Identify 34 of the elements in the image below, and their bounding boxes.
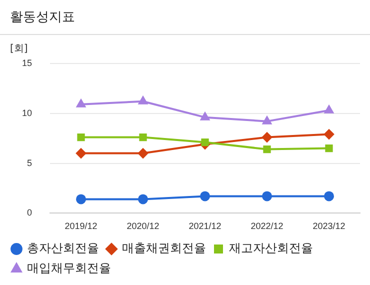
y-tick-label: 0 xyxy=(26,208,32,218)
y-tick-label: 5 xyxy=(26,158,32,168)
legend-label: 총자산회전율 xyxy=(27,241,99,256)
legend-label: 재고자산회전율 xyxy=(229,241,313,256)
point xyxy=(138,148,148,158)
point xyxy=(138,194,148,204)
point xyxy=(200,112,210,120)
point xyxy=(138,96,148,104)
point xyxy=(324,191,334,202)
point xyxy=(262,191,272,202)
point xyxy=(76,148,86,158)
y-tick-label: 15 xyxy=(22,58,32,68)
chart-title: 활동성지표 xyxy=(10,9,75,26)
point xyxy=(324,105,334,114)
legend-label: 매출채권회전율 xyxy=(122,241,206,256)
point xyxy=(324,129,334,140)
point xyxy=(77,133,85,142)
point xyxy=(325,144,333,152)
x-tick-label: 2019/12 xyxy=(64,221,98,232)
point xyxy=(139,133,147,142)
point xyxy=(76,194,86,204)
point xyxy=(263,145,271,154)
point xyxy=(201,138,209,146)
point xyxy=(262,132,272,142)
x-tick-label: 2021/12 xyxy=(188,221,222,232)
y-tick-label: 10 xyxy=(22,108,32,118)
legend-label: 매입채무회전율 xyxy=(27,261,111,276)
x-tick-label: 2023/12 xyxy=(312,221,346,232)
x-tick-label: 2022/12 xyxy=(250,221,284,232)
x-tick-label: 2020/12 xyxy=(126,221,160,232)
y-axis-title: [회] xyxy=(10,44,28,55)
point xyxy=(262,116,272,124)
point xyxy=(200,191,210,202)
point xyxy=(76,99,86,108)
